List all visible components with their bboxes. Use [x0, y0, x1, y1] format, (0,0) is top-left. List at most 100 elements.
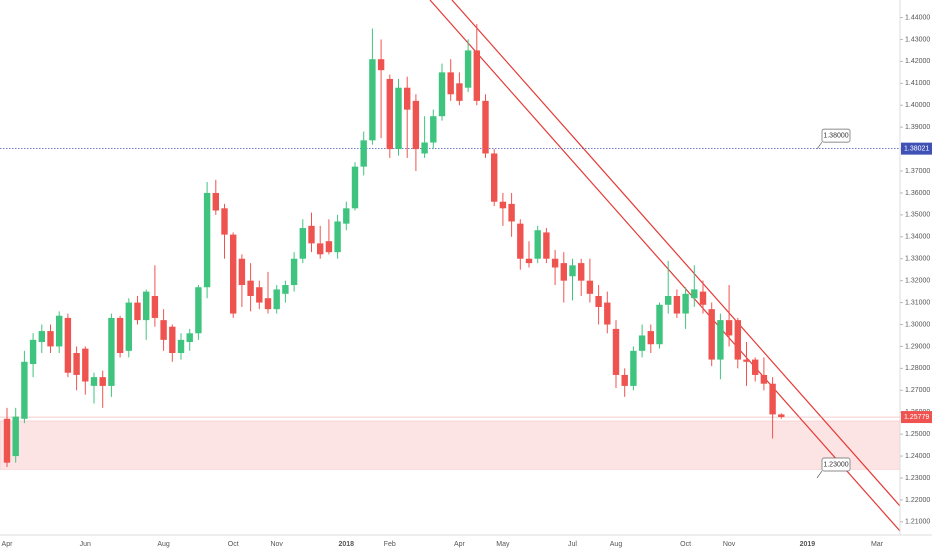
x-tick-label: May: [496, 541, 510, 548]
y-tick-label: 1.42000: [905, 58, 930, 65]
x-tick-label: Oct: [228, 541, 239, 548]
y-tick-label: 1.35000: [905, 212, 930, 219]
candle-body: [682, 293, 689, 314]
x-tick-label: Aug: [157, 541, 170, 548]
candle-body: [221, 208, 228, 235]
candle-body: [699, 291, 707, 305]
support-zone: [0, 420, 901, 470]
candle-body: [256, 287, 263, 303]
level-label-box: [901, 142, 932, 155]
y-tick-label: 1.44000: [905, 14, 930, 21]
candle-body: [525, 258, 533, 264]
candle-body: [612, 328, 620, 375]
candle-body: [177, 339, 185, 354]
candle-body: [247, 280, 254, 297]
y-tick-label: 1.23000: [905, 475, 930, 482]
y-tick-label: 1.27000: [905, 387, 930, 394]
candle-body: [447, 72, 454, 95]
candle-body: [665, 296, 672, 305]
candle-body: [82, 348, 89, 382]
candle-body: [595, 296, 602, 307]
candle-body: [29, 339, 37, 364]
candle-body: [116, 317, 124, 354]
candle-body: [769, 383, 776, 415]
callout-label: 1.23000: [823, 461, 848, 468]
candle-body: [395, 87, 402, 150]
candle-body: [290, 258, 298, 286]
candle-body: [21, 361, 28, 419]
candle-body: [499, 201, 507, 209]
callout-pointer: [816, 141, 823, 150]
candle-body: [491, 153, 498, 202]
candle-body: [560, 263, 567, 281]
candle-body: [404, 87, 411, 110]
candle-body: [299, 228, 306, 259]
candle-body: [351, 166, 359, 209]
y-tick-label: 1.41000: [905, 80, 930, 87]
level-label: 1.38021: [904, 145, 929, 152]
candle-body: [151, 296, 159, 318]
candle-body: [325, 241, 333, 253]
last-price-label: 1.25779: [904, 414, 929, 421]
candle-body: [578, 263, 585, 281]
candle-body: [56, 315, 63, 347]
y-tick-label: 1.22000: [905, 497, 930, 504]
candle-body: [647, 331, 654, 345]
candle-body: [134, 302, 141, 321]
y-tick-label: 1.24000: [905, 453, 930, 460]
candle-body: [160, 320, 167, 340]
y-tick-label: 1.43000: [905, 36, 930, 43]
trend-line: [451, 0, 901, 507]
candle-body: [464, 50, 472, 88]
x-tick-label: Jul: [568, 541, 577, 548]
last-price-box: [901, 411, 932, 424]
candle-body: [73, 353, 80, 375]
candle-body: [308, 225, 315, 244]
candle-body: [412, 100, 420, 150]
candle-body: [264, 298, 272, 310]
candle-body: [586, 280, 594, 294]
candle-body: [38, 331, 45, 343]
candle-body: [752, 359, 759, 375]
y-tick-label: 1.37000: [905, 168, 930, 175]
candle-body: [212, 192, 219, 211]
zone-layer: [0, 420, 901, 470]
y-tick-label: 1.29000: [905, 343, 930, 350]
candle-body: [360, 140, 367, 167]
candle-body: [569, 265, 576, 277]
callout-box: [821, 457, 851, 472]
candle-body: [421, 142, 428, 154]
candle-body: [386, 78, 393, 150]
candle-body: [621, 374, 628, 386]
candle-body: [534, 230, 541, 259]
candle-body: [604, 302, 611, 325]
x-tick-label: Nov: [723, 541, 736, 548]
candle-body: [230, 234, 237, 314]
candle-body: [369, 59, 376, 141]
y-tick-label: 1.32000: [905, 277, 930, 284]
candle-body: [438, 72, 446, 117]
candle-body: [317, 243, 324, 255]
candle-body: [630, 350, 637, 386]
candle-body: [691, 289, 698, 299]
candle-body: [551, 258, 559, 268]
candle-body: [717, 320, 724, 360]
x-tick-label: Aug: [610, 541, 623, 548]
candle-body: [125, 302, 132, 351]
x-tick-label: Mar: [871, 541, 884, 548]
x-tick-label: 2019: [800, 541, 816, 548]
candle-body: [12, 416, 19, 457]
candle-body: [169, 326, 176, 354]
x-tick-label: Nov: [270, 541, 283, 548]
candle-body: [195, 287, 202, 334]
candle-body: [238, 258, 246, 286]
x-tick-label: Apr: [2, 541, 14, 548]
candle-body: [99, 377, 106, 386]
trend-line: [429, 0, 901, 532]
x-tick-label: Apr: [454, 541, 466, 548]
candle-body: [708, 309, 715, 360]
candle-body: [273, 289, 280, 310]
candle-body: [377, 59, 385, 71]
candle-body: [456, 83, 463, 101]
y-tick-label: 1.25000: [905, 431, 930, 438]
